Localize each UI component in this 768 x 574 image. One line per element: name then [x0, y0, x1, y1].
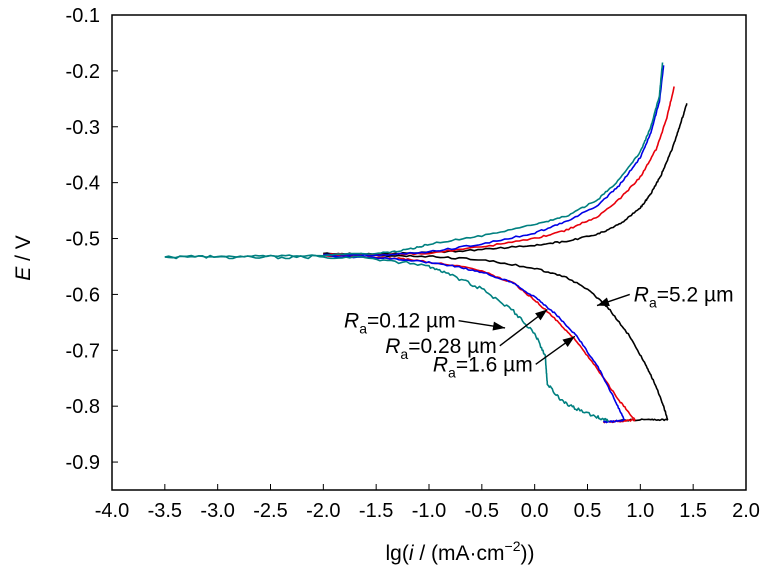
- annotation-2: Ra=0.28 µm: [385, 308, 548, 362]
- y-tick-label: -0.9: [66, 452, 100, 474]
- y-tick-label: -0.8: [66, 396, 100, 418]
- series-4-cathodic-branch: [164, 254, 609, 422]
- annotation-arrow-head: [535, 309, 548, 321]
- series-3-anodic-branch: [323, 65, 665, 257]
- x-tick-label: -3.5: [148, 500, 182, 522]
- x-tick-label: 1.0: [626, 500, 654, 522]
- x-tick-label: 1.5: [679, 500, 707, 522]
- y-tick-label: -0.6: [66, 284, 100, 306]
- y-tick-label: -0.4: [66, 173, 100, 195]
- series-2-anodic-branch: [323, 86, 675, 257]
- annotation-3: Ra=1.6 µm: [433, 335, 576, 380]
- x-tick-label: 2.0: [732, 500, 760, 522]
- series-4: [164, 62, 664, 422]
- annotation-label: Ra=0.12 µm: [344, 310, 456, 337]
- annotation-label: Ra=0.28 µm: [385, 335, 497, 362]
- x-axis-title: lg(i / (mA·cm−2)): [386, 538, 535, 565]
- x-tick-label: 0.0: [521, 500, 549, 522]
- series-layer: [164, 62, 688, 424]
- x-tick-label: 0.5: [574, 500, 602, 522]
- x-tick-label: -3.0: [200, 500, 234, 522]
- y-tick-label: -0.7: [66, 340, 100, 362]
- annotation-arrow-head: [492, 321, 506, 331]
- y-tick-label: -0.2: [66, 61, 100, 83]
- annotation-1: Ra=0.12 µm: [344, 310, 506, 337]
- x-tick-label: -4.0: [95, 500, 129, 522]
- annotation-label: Ra=1.6 µm: [433, 353, 533, 380]
- y-axis-title: E / V: [12, 235, 35, 281]
- annotation-arrow-head: [597, 297, 610, 306]
- x-tick-label: -1.0: [412, 500, 446, 522]
- y-tick-label: -0.1: [66, 5, 100, 27]
- x-tick-label: -2.0: [306, 500, 340, 522]
- series-3-cathodic-branch: [323, 254, 626, 421]
- axis-ticks: -4.0 -3.5 -3.0 -2.5 -2.0 -1.5 -1.0 -0.5 0.0 0.5 1.…: [66, 5, 760, 522]
- annotation-arrow-head: [562, 336, 575, 347]
- y-tick-label: -0.3: [66, 117, 100, 139]
- annotation-label: Ra=5.2 µm: [634, 283, 734, 310]
- series-4-anodic-branch: [164, 62, 664, 259]
- x-tick-label: -2.5: [253, 500, 287, 522]
- annotation-4: Ra=5.2 µm: [596, 283, 734, 310]
- x-tick-label: -0.5: [465, 500, 499, 522]
- x-tick-label: -1.5: [359, 500, 393, 522]
- series-1-cathodic-branch: [323, 252, 669, 421]
- y-tick-label: -0.5: [66, 229, 100, 251]
